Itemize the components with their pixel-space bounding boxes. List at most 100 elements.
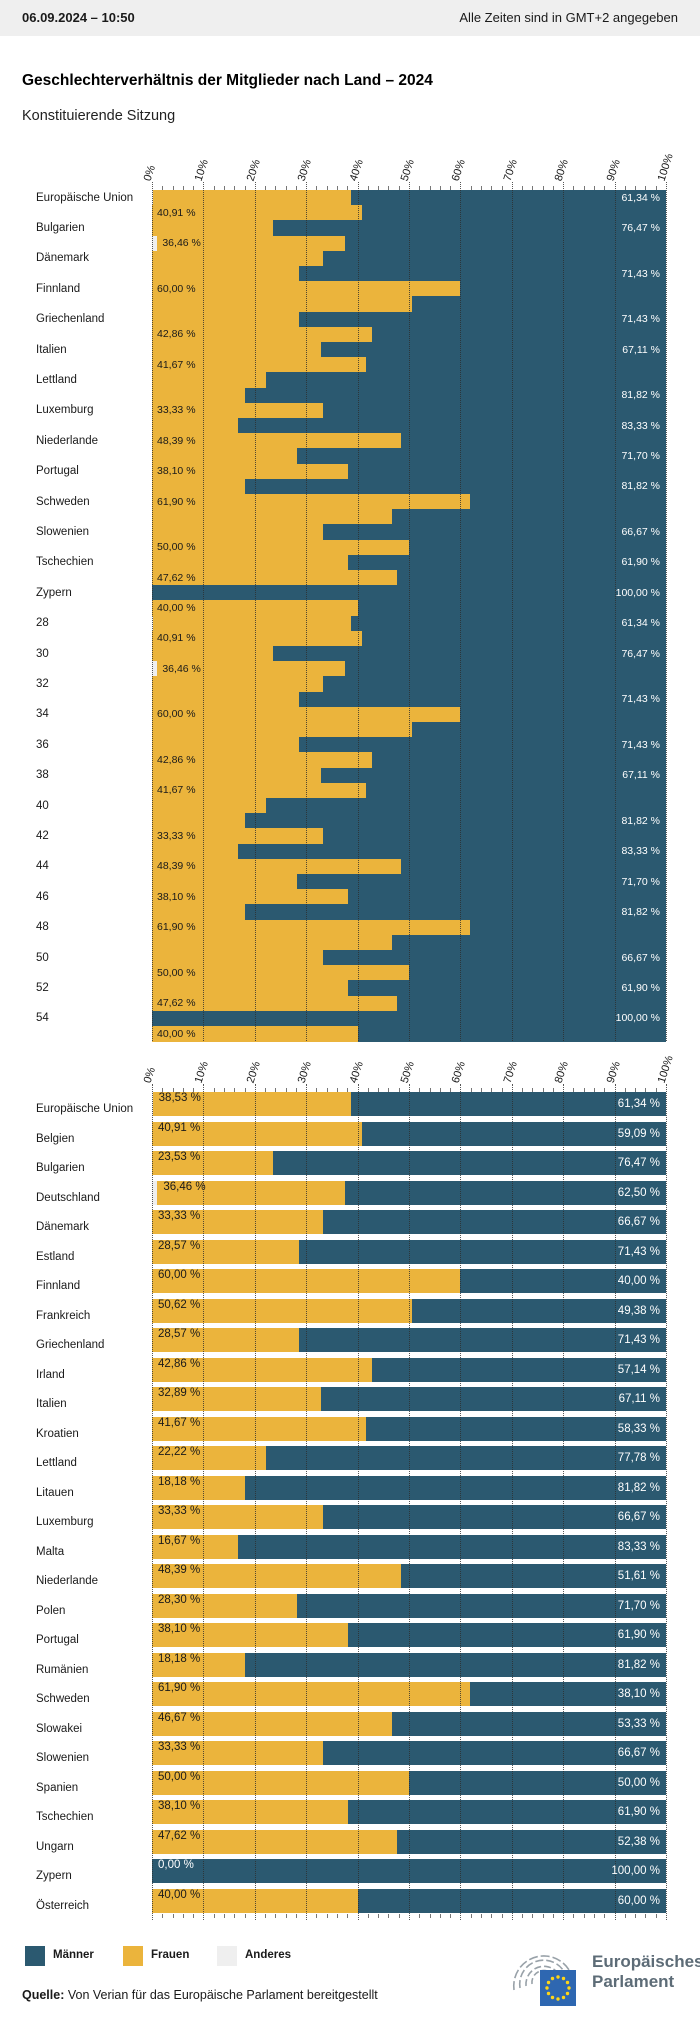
bar-segment-maenner[interactable] [323, 250, 666, 267]
bar-segment-frauen[interactable] [152, 463, 348, 480]
bar-segment-frauen[interactable] [152, 418, 238, 434]
bar-segment-maenner[interactable] [347, 463, 666, 480]
bar-segment-maenner[interactable] [272, 646, 666, 662]
bar-segment-maenner[interactable] [323, 676, 666, 693]
bar-segment-maenner[interactable] [372, 1357, 666, 1382]
bar-segment-frauen[interactable] [152, 539, 409, 556]
bar-segment-maenner[interactable] [321, 1387, 666, 1411]
bar-segment-maenner[interactable] [409, 539, 666, 556]
bar-segment-frauen[interactable] [152, 190, 351, 206]
bar-segment-maenner[interactable] [347, 980, 666, 997]
bar-segment-frauen[interactable] [152, 691, 299, 708]
bar-segment-frauen[interactable] [152, 1151, 273, 1175]
bar-segment-maenner[interactable] [245, 813, 666, 829]
bar-segment-frauen[interactable] [152, 919, 471, 936]
bar-segment-frauen[interactable] [152, 1505, 324, 1529]
bar-segment-maenner[interactable] [396, 995, 666, 1012]
bar-segment-frauen[interactable] [152, 1092, 351, 1116]
bar-segment-maenner[interactable] [237, 418, 666, 434]
bar-segment-frauen[interactable] [152, 509, 392, 525]
bar-segment-frauen[interactable] [152, 980, 348, 997]
bar-segment-maenner[interactable] [237, 1534, 666, 1559]
bar-segment-maenner[interactable] [245, 478, 666, 495]
bar-segment-frauen[interactable] [152, 722, 413, 738]
legend-item-anderes[interactable]: Anderes [217, 1946, 312, 1966]
bar-segment-maenner[interactable] [372, 326, 666, 343]
bar-segment-maenner[interactable] [323, 828, 666, 845]
bar-segment-frauen[interactable] [152, 934, 392, 951]
bar-segment-frauen[interactable] [152, 1623, 348, 1647]
bar-segment-frauen[interactable] [152, 767, 322, 784]
bar-segment-maenner[interactable] [298, 311, 666, 328]
bar-segment-maenner[interactable] [366, 357, 666, 373]
bar-segment-maenner[interactable] [391, 509, 666, 525]
bar-segment-frauen[interactable] [152, 950, 324, 966]
bar-segment-maenner[interactable] [323, 1741, 666, 1765]
bar-segment-anderes[interactable] [152, 235, 158, 252]
bar-segment-maenner[interactable] [470, 919, 666, 936]
bar-segment-maenner[interactable] [412, 296, 666, 313]
bar-segment-frauen[interactable] [152, 1328, 299, 1352]
bar-segment-frauen[interactable] [152, 402, 324, 419]
bar-segment-frauen[interactable] [152, 1770, 409, 1795]
bar-segment-maenner[interactable] [362, 630, 666, 647]
bar-segment-frauen[interactable] [152, 570, 397, 586]
bar-segment-maenner[interactable] [321, 342, 666, 358]
bar-segment-frauen[interactable] [152, 904, 246, 921]
bar-segment-anderes[interactable] [152, 661, 158, 677]
bar-segment-maenner[interactable] [298, 737, 666, 753]
bar-segment-maenner[interactable] [245, 1652, 666, 1677]
bar-segment-frauen[interactable] [152, 1416, 367, 1441]
bar-segment-maenner[interactable] [298, 1328, 666, 1352]
bar-segment-frauen[interactable] [152, 1357, 373, 1382]
bar-segment-maenner[interactable] [344, 1180, 666, 1205]
bar-segment-maenner[interactable] [357, 1026, 666, 1042]
bar-segment-frauen[interactable] [152, 646, 273, 662]
bar-segment-maenner[interactable] [237, 843, 666, 860]
bar-segment-maenner[interactable] [357, 600, 666, 617]
bar-segment-maenner[interactable] [347, 1800, 666, 1824]
bar-segment-frauen[interactable] [152, 874, 298, 890]
bar-segment-maenner[interactable] [298, 691, 666, 708]
bar-segment-maenner[interactable] [321, 767, 666, 784]
bar-segment-frauen[interactable] [152, 1387, 322, 1411]
bar-segment-frauen[interactable] [152, 995, 397, 1012]
bar-segment-maenner[interactable] [344, 235, 666, 252]
bar-segment-frauen[interactable] [152, 1446, 267, 1470]
bar-segment-maenner[interactable] [400, 433, 666, 449]
bar-segment-frauen[interactable] [152, 387, 246, 404]
bar-segment-maenner[interactable] [347, 889, 666, 905]
bar-segment-frauen[interactable] [152, 433, 401, 449]
bar-segment-maenner[interactable] [245, 1475, 666, 1500]
bar-segment-maenner[interactable] [323, 1210, 666, 1234]
bar-segment-frauen[interactable] [152, 965, 409, 981]
bar-segment-maenner[interactable] [470, 1682, 666, 1706]
bar-segment-maenner[interactable] [245, 904, 666, 921]
bar-segment-frauen[interactable] [152, 1593, 298, 1618]
bar-segment-frauen[interactable] [152, 478, 246, 495]
legend-item-maenner[interactable]: Männer [25, 1946, 120, 1966]
bar-segment-frauen[interactable] [152, 889, 348, 905]
bar-segment-maenner[interactable] [362, 205, 666, 221]
bar-segment-frauen[interactable] [152, 311, 299, 328]
bar-segment-maenner[interactable] [396, 570, 666, 586]
bar-segment-frauen[interactable] [152, 1564, 401, 1588]
bar-segment-maenner[interactable] [350, 615, 666, 632]
legend-item-frauen[interactable]: Frauen [123, 1946, 213, 1966]
bar-segment-frauen[interactable] [152, 205, 363, 221]
bar-segment-maenner[interactable] [298, 1239, 666, 1264]
bar-segment-maenner[interactable] [272, 1151, 666, 1175]
bar-segment-frauen[interactable] [152, 296, 413, 313]
bar-segment-frauen[interactable] [152, 220, 273, 237]
bar-segment-frauen[interactable] [152, 372, 267, 389]
bar-segment-frauen[interactable] [152, 1210, 324, 1234]
bar-segment-frauen[interactable] [152, 737, 299, 753]
bar-segment-frauen[interactable] [152, 1682, 471, 1706]
bar-segment-anderes[interactable] [152, 1180, 158, 1205]
bar-segment-frauen[interactable] [157, 1180, 345, 1205]
bar-segment-maenner[interactable] [396, 1829, 666, 1854]
bar-segment-frauen[interactable] [152, 342, 322, 358]
bar-segment-maenner[interactable] [297, 874, 666, 890]
bar-segment-maenner[interactable] [409, 965, 666, 981]
bar-segment-maenner[interactable] [409, 1770, 666, 1795]
